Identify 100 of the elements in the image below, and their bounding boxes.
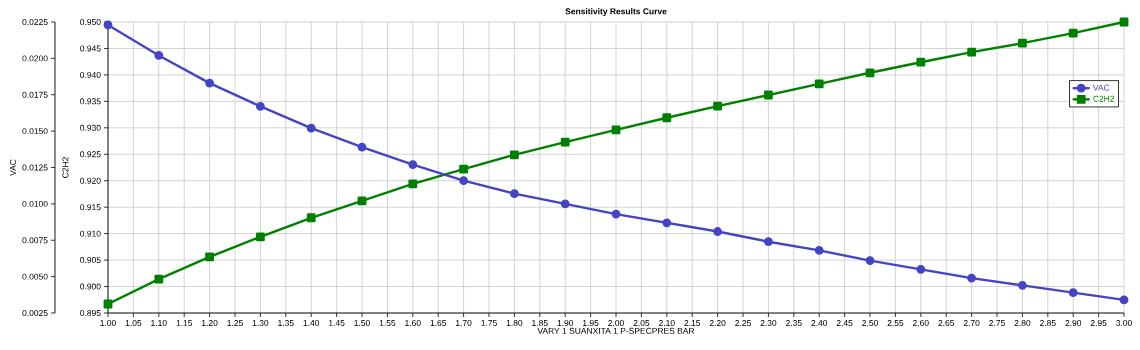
point [357,142,367,152]
point [865,68,875,78]
x-tick-label: 3.00 [1116,320,1132,327]
y2-tick-label: 0.940 [80,71,101,78]
x-tick-label: 2.05 [633,320,650,327]
y2-tick-label: 0.935 [80,98,101,105]
x-tick-label: 2.90 [1065,320,1082,327]
point [1119,295,1129,305]
point [967,273,977,283]
x-tick-label: 2.20 [709,320,726,327]
x-tick-label: 2.75 [989,320,1005,327]
point [408,160,418,169]
point [865,256,875,266]
point [306,213,316,223]
x-tick-label: 2.65 [938,320,955,327]
y2-tick-label: 0.905 [80,257,101,264]
y-tick-label: 0.0125 [22,164,48,171]
x-tick-label: 2.95 [1090,320,1107,327]
y2-axis-title: C2H2 [62,157,69,178]
y2-tick-label: 0.895 [80,310,101,316]
point [510,150,519,160]
x-tick-label: 1.60 [405,320,421,327]
x-tick-label: 1.35 [278,320,294,327]
y-axis-title: VAC [9,159,16,176]
x-tick-label: 2.50 [862,320,878,327]
y-tick-label: 0.0225 [22,19,48,25]
point [459,176,469,185]
point [459,164,469,174]
point [1018,38,1027,48]
point [662,113,672,123]
point [916,264,926,274]
x-tick-label: 1.80 [506,320,523,327]
y-tick-label: 0.0175 [22,91,48,98]
y-tick-label: 0.0075 [22,237,48,244]
point [611,209,621,219]
point [205,78,215,88]
x-tick-label: 2.80 [1014,320,1031,327]
y-tick-label: 0.0050 [22,273,48,280]
y2-tick-label: 0.900 [80,283,101,290]
x-tick-label: 1.75 [481,320,497,326]
x-tick-label: 1.00 [100,320,116,327]
legend-label: C2H2 [1093,95,1115,102]
point [814,246,824,255]
y-tick-label: 0.0200 [22,55,48,62]
point [256,101,265,111]
x-tick-label: 1.50 [354,320,370,327]
y2-tick-label: 0.945 [80,45,101,52]
x-tick-label: 2.30 [760,320,777,327]
x-tick-label: 1.15 [176,320,193,326]
x-tick-label: 1.85 [532,320,548,327]
x-tick-label: 1.65 [430,320,447,327]
y2-tick-label: 0.910 [80,230,101,237]
point [205,252,215,262]
x-tick-label: 1.95 [583,320,599,327]
x-tick-label: 1.30 [252,320,269,327]
x-tick-label: 1.20 [202,320,218,327]
point [103,20,113,30]
point [154,51,164,60]
point [764,90,773,100]
point [916,57,926,67]
x-axis-title: VARY 1 SUANXITA 1 P-SPECPRES BAR [537,327,695,334]
x-tick-label: 2.40 [811,320,828,327]
point [560,137,570,147]
x-tick-label: 2.55 [887,320,904,327]
x-tick-label: 1.40 [303,320,320,327]
x-tick-label: 1.70 [456,320,472,327]
y-tick-label: 0.0100 [22,200,48,207]
point [764,237,773,247]
point [713,227,723,236]
point [967,47,977,57]
point [560,199,570,209]
x-tick-label: 1.55 [379,320,396,326]
point [408,179,418,189]
y2-tick-label: 0.915 [80,204,101,211]
point [256,232,265,242]
x-tick-label: 2.00 [608,320,624,327]
x-tick-label: 2.25 [735,320,751,327]
point [662,218,672,228]
point [357,196,367,206]
y2-tick-label: 0.925 [80,151,101,158]
x-tick-label: 2.10 [658,320,675,327]
point [1068,288,1078,298]
point [1068,28,1078,38]
x-tick-label: 2.35 [785,320,802,327]
x-tick-label: 2.85 [1039,320,1056,327]
x-tick-label: 1.25 [227,320,243,327]
chart-title: Sensitivity Results Curve [565,8,667,16]
x-tick-label: 2.70 [963,320,980,327]
point [154,274,164,284]
x-tick-label: 2.15 [684,320,701,327]
x-tick-label: 1.45 [329,320,345,326]
point [510,189,519,199]
y2-tick-label: 0.920 [80,177,101,184]
y-tick-label: 0.0150 [22,128,48,135]
point [1018,280,1027,290]
legend-label: VAC [1092,84,1110,91]
y2-tick-label: 0.950 [80,19,101,25]
x-tick-label: 2.45 [836,320,853,327]
y-tick-label: 0.0025 [22,310,48,316]
x-tick-label: 1.05 [125,320,142,327]
